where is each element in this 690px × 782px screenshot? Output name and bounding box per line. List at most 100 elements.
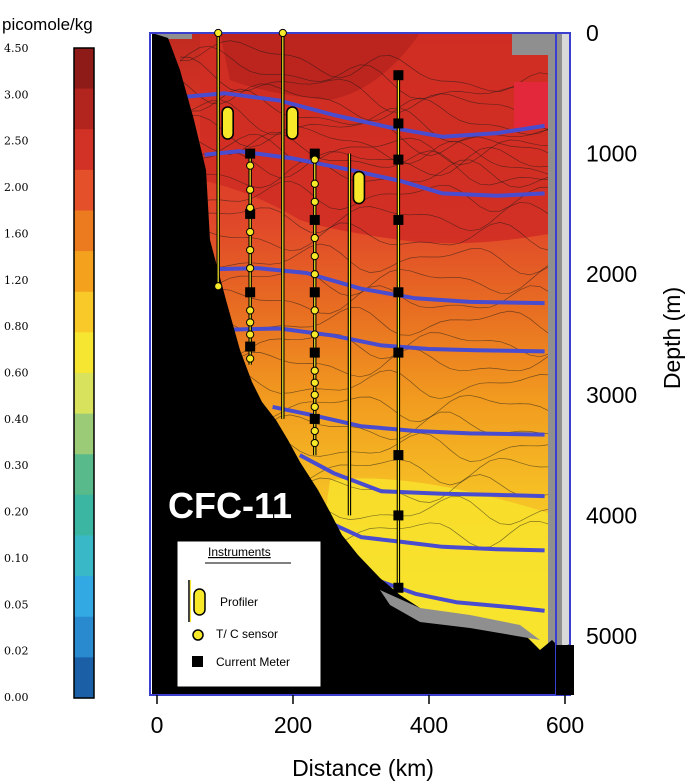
tc-sensor-marker [246, 161, 255, 170]
colorbar-segment [74, 454, 94, 496]
tc-sensor-marker [310, 438, 319, 448]
moorings [214, 28, 404, 593]
colorbar-tick-label: 3.00 [4, 88, 29, 101]
current-meter-marker [393, 450, 404, 461]
x-axis-tick-label: 400 [410, 712, 448, 738]
x-axis: 0 200 400 600 [151, 695, 584, 738]
current-meter-marker [245, 148, 256, 159]
tc-sensor-marker [310, 402, 319, 411]
isopycnal-line [298, 453, 545, 499]
current-meter-marker [393, 118, 404, 129]
colorbar [73, 47, 95, 699]
tc-sensor-marker [310, 252, 319, 261]
contour-line [179, 222, 561, 252]
colorbar-segment [74, 291, 94, 333]
tc-sensor-marker [246, 245, 255, 255]
colorbar-segment [74, 129, 94, 171]
tc-sensor-marker [310, 179, 319, 188]
isopycnal-line [184, 91, 545, 139]
colorbar-segment [74, 494, 94, 537]
colorbar-tick-label: 0.20 [4, 506, 29, 519]
colorbar-tick-label: 2.00 [4, 181, 29, 194]
colorbar-tick-label: 0.40 [4, 413, 29, 426]
tc-sensor-marker [246, 330, 255, 339]
colorbar-tick-label: 0.02 [4, 645, 29, 658]
contour-line [179, 201, 561, 233]
sill-gap-band [380, 590, 540, 640]
gap-right-strip [562, 33, 570, 695]
tc-sensor-marker [310, 306, 319, 315]
colorbar-segment [74, 88, 94, 130]
contour-line [179, 348, 561, 380]
tc-sensor-marker [246, 227, 255, 237]
contour-line [179, 243, 561, 276]
x-axis-label: Distance (km) [292, 755, 434, 781]
y-axis-tick-label: 0 [586, 20, 599, 46]
colorbar-ticks: 0.00 0.02 0.05 0.10 0.20 0.30 0.40 0.60 0.80 1.20… [4, 42, 29, 704]
isopycnal-line [224, 326, 545, 354]
contour-line [179, 115, 561, 178]
current-meter-marker [309, 214, 320, 225]
plot-frame [149, 32, 571, 696]
profiler-capsule [352, 170, 366, 205]
tc-sensor-marker [214, 282, 223, 291]
current-meter-marker [393, 287, 404, 298]
seafloor-bathymetry [152, 33, 570, 695]
isopycnal-line [380, 579, 545, 613]
contour-line [179, 180, 561, 212]
tc-sensor-marker [246, 185, 255, 194]
x-axis-tick-label: 0 [151, 712, 164, 738]
colorbar-segment [74, 657, 94, 699]
contour-line [179, 79, 561, 136]
upper-red-core [220, 33, 420, 100]
hot-spot [514, 82, 550, 128]
tc-sensor-marker [246, 203, 255, 212]
colorbar-segment [74, 210, 94, 252]
contour-line [179, 285, 561, 315]
colorbar-tick-label: 4.50 [4, 42, 29, 55]
profiler-capsule [285, 106, 299, 140]
colorbar-tick-label: 0.05 [4, 598, 29, 611]
tc-sensor-legend-icon [192, 629, 204, 641]
y-axis-tick-label: 1000 [586, 141, 637, 167]
current-meter-marker [309, 148, 320, 159]
y-axis-tick-label: 4000 [586, 502, 637, 528]
tc-sensor-marker [246, 264, 255, 273]
tc-sensor-marker [310, 233, 319, 243]
gap-top-right [512, 33, 552, 55]
legend-item-tc-sensor: T/ C sensor [216, 627, 278, 641]
current-meter-marker [245, 341, 256, 352]
colorbar-tick-label: 0.10 [4, 552, 29, 565]
colorbar-tick-label: 1.60 [4, 227, 29, 240]
tc-sensor-marker [310, 330, 319, 339]
colorbar-segment [74, 576, 94, 618]
contour-line [179, 265, 561, 297]
current-meter-marker [393, 214, 404, 225]
tc-sensor-marker [310, 270, 319, 279]
tc-sensor-marker [310, 378, 319, 387]
chart-title: CFC-11 [168, 485, 292, 526]
current-meter-marker [309, 287, 320, 298]
x-axis-tick-label: 200 [274, 712, 312, 738]
colorbar-frame [73, 47, 95, 699]
colorbar-segment [74, 169, 94, 212]
legend-title: Instruments [208, 545, 271, 559]
tc-sensor-marker [246, 306, 255, 315]
legend: Instruments Profiler T/ C sensor Current… [176, 540, 322, 688]
colorbar-segment [74, 48, 94, 90]
tc-sensor-marker [310, 390, 319, 399]
tc-sensor-marker [310, 155, 319, 164]
colorbar-segment [74, 332, 94, 374]
tc-sensor-marker [310, 197, 319, 206]
legend-item-profiler: Profiler [220, 595, 258, 609]
colorbar-tick-label: 0.30 [4, 459, 29, 472]
y-axis-tick-label: 5000 [586, 623, 637, 649]
colorbar-segment [74, 616, 94, 658]
x-axis-tick-label: 600 [546, 712, 584, 738]
current-meter-marker [393, 347, 404, 358]
isopycnal-line [204, 266, 545, 306]
y-axis-label: Depth (m) [659, 287, 685, 389]
current-meter-marker [393, 154, 404, 165]
colorbar-segment [74, 251, 94, 293]
